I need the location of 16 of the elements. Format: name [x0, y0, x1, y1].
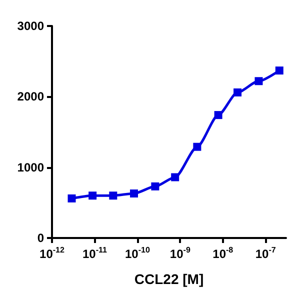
- point: [171, 173, 180, 182]
- point: [130, 189, 138, 198]
- y-tick-label: 2000: [17, 90, 44, 104]
- point: [109, 192, 118, 200]
- point: [88, 192, 97, 200]
- point: [68, 194, 76, 202]
- point: [214, 111, 222, 120]
- y-tick-label: 0: [37, 231, 44, 245]
- point: [193, 142, 202, 151]
- point: [275, 66, 284, 75]
- x-axis-title: CCL22 [M]: [134, 271, 204, 287]
- point: [151, 182, 160, 190]
- point: [254, 77, 263, 86]
- y-tick-label: 1000: [17, 160, 44, 174]
- y-tick-label: 3000: [17, 19, 44, 33]
- point: [234, 88, 242, 96]
